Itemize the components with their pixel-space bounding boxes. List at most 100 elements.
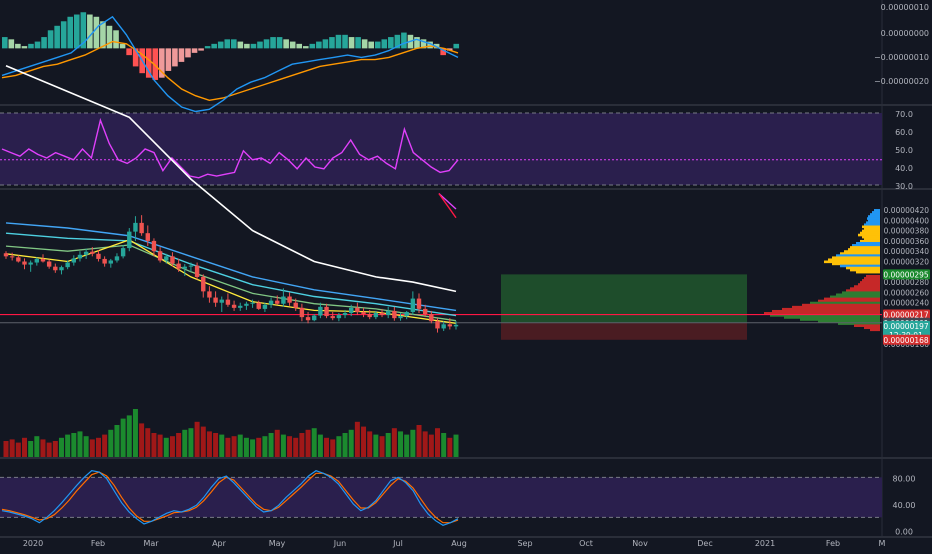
candle-body <box>164 256 169 261</box>
macd-histogram-bar <box>8 39 15 49</box>
volume-profile-row <box>860 239 880 243</box>
volume-bar <box>231 436 237 457</box>
volume-profile-row <box>868 219 880 222</box>
price-axis-tick: 0.00000400 <box>884 216 930 225</box>
volume-profile-row <box>770 314 880 317</box>
volume-profile-row <box>852 244 880 247</box>
volume-profile-row <box>810 301 880 305</box>
volume-profile-row <box>868 215 880 218</box>
macd-histogram-bar <box>348 37 355 49</box>
macd-histogram-bar <box>60 21 67 49</box>
macd-histogram-bar <box>257 41 263 49</box>
candle-body <box>447 324 453 327</box>
volume-bar <box>416 425 422 457</box>
volume-bar <box>34 436 40 457</box>
volume-bar <box>410 429 416 457</box>
candle-body <box>268 300 274 305</box>
macd-histogram-bar <box>394 34 401 49</box>
macd-histogram-bar <box>388 37 394 49</box>
candle-body <box>53 266 58 271</box>
candle-body <box>256 302 261 309</box>
candle-body <box>201 276 206 292</box>
volume-bar <box>379 436 385 457</box>
candle-body <box>157 251 163 261</box>
price-axis-tick: 0.00000260 <box>884 288 930 297</box>
candle-body <box>83 251 89 255</box>
volume-bar <box>299 433 305 457</box>
volume-bar <box>21 437 27 457</box>
volume-profile-row <box>854 285 880 288</box>
volume-profile-row <box>846 266 880 270</box>
candle-body <box>22 261 27 265</box>
time-axis-label: Oct <box>579 539 593 548</box>
volume-bar <box>28 441 34 457</box>
candle-body <box>46 261 52 267</box>
price-label-text: 0.00000168 <box>883 336 929 345</box>
volume-profile-row <box>818 299 880 303</box>
volume-bar <box>447 437 453 457</box>
volume-profile-row <box>862 229 880 233</box>
volume-bar <box>95 437 101 457</box>
volume-bar <box>256 437 262 457</box>
time-axis-label: Feb <box>826 539 840 548</box>
volume-profile-row <box>850 246 880 249</box>
rsi-axis-tick: 30.0 <box>895 182 913 191</box>
volume-bar <box>3 441 9 457</box>
price-axis-tick: 0.00000320 <box>884 258 930 267</box>
candle-body <box>392 310 397 319</box>
macd-histogram-bar <box>381 39 388 49</box>
volume-profile-row <box>872 211 880 214</box>
volume-bar <box>293 437 299 457</box>
time-axis-label: Jul <box>392 539 403 548</box>
macd-histogram-bar <box>289 41 296 49</box>
time-axis-label: Aug <box>451 539 467 548</box>
macd-histogram-bar <box>276 37 283 49</box>
macd-histogram-bar <box>427 41 433 49</box>
trend-line <box>438 193 457 219</box>
macd-histogram-bar <box>283 39 289 49</box>
volume-profile-row <box>860 231 880 235</box>
volume-bar <box>324 437 330 457</box>
volume-bar <box>83 436 89 457</box>
volume-bar <box>367 431 373 457</box>
candle-body <box>231 304 237 308</box>
volume-bar <box>305 429 311 457</box>
candle-body <box>238 305 243 308</box>
ema-blue-line <box>5 222 457 312</box>
volume-bar <box>9 439 15 457</box>
loss-zone <box>501 322 747 340</box>
candle-body <box>139 222 144 234</box>
volume-profile-row <box>842 291 880 295</box>
candle-body <box>404 311 409 317</box>
volume-bar <box>182 429 188 457</box>
price-label-text: 0.00000197 <box>883 322 929 331</box>
volume-profile-row <box>764 312 880 315</box>
time-axis-label: 2021 <box>755 539 775 548</box>
macd-histogram-bar <box>178 48 185 62</box>
volume-profile-row <box>864 237 880 241</box>
volume-bar <box>52 441 58 457</box>
candle-body <box>429 314 434 322</box>
volume-bar <box>262 436 268 457</box>
macd-histogram-bar <box>41 37 47 49</box>
candle-body <box>330 316 335 319</box>
volume-bar <box>354 421 360 457</box>
rsi-band <box>0 113 882 185</box>
volume-profile-row <box>856 270 880 274</box>
volume-profile-row <box>818 320 880 323</box>
volume-profile-row <box>784 316 880 319</box>
time-axis-label: Mar <box>143 539 159 548</box>
candle-body <box>207 291 212 298</box>
macd-histogram-bar <box>342 34 348 49</box>
volume-bar <box>385 433 391 457</box>
candle-body <box>398 316 403 319</box>
volume-profile-row <box>830 295 880 299</box>
volume-bar <box>280 434 286 457</box>
ma-white-line <box>5 65 457 293</box>
macd-histogram-bar <box>132 48 139 67</box>
candle-body <box>244 303 249 306</box>
volume-bar <box>398 431 404 457</box>
macd-histogram-bar <box>453 43 460 49</box>
